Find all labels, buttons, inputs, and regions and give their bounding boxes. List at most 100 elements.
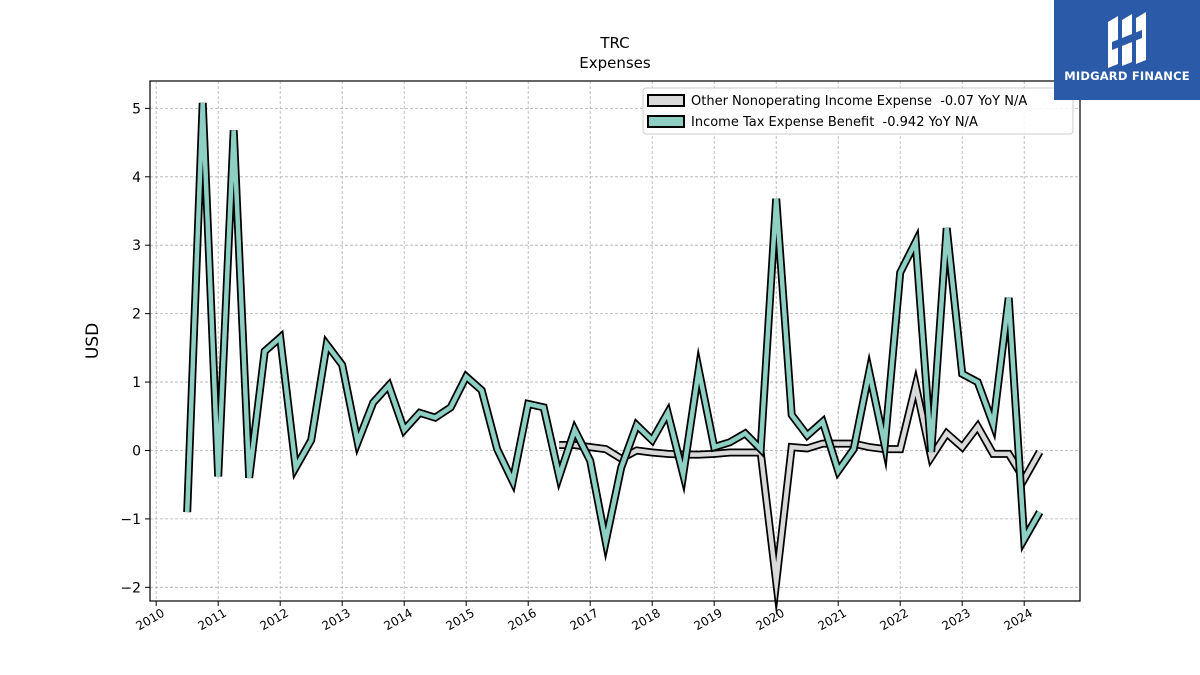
data-point xyxy=(574,429,575,430)
x-tick-label: 2023 xyxy=(939,606,972,633)
data-point xyxy=(946,228,947,229)
data-point xyxy=(977,426,978,427)
data-point xyxy=(466,376,467,377)
y-tick-label: 5 xyxy=(132,101,141,117)
data-point xyxy=(342,364,343,365)
data-point xyxy=(202,102,203,103)
x-tick-label: 2018 xyxy=(629,606,662,633)
data-point xyxy=(791,414,792,415)
data-point xyxy=(698,454,699,455)
data-point xyxy=(807,435,808,436)
x-tick-label: 2021 xyxy=(815,606,848,633)
x-tick-label: 2015 xyxy=(443,606,476,633)
legend: Other Nonoperating Income Expense -0.07 … xyxy=(642,87,1074,135)
data-point xyxy=(900,449,901,450)
data-point xyxy=(280,337,281,338)
data-point xyxy=(776,198,777,199)
data-point xyxy=(528,403,529,404)
data-point xyxy=(249,477,250,478)
x-tick-label: 2017 xyxy=(567,606,600,633)
y-axis-label: USD xyxy=(83,323,103,359)
legend-label-income-tax: Income Tax Expense Benefit -0.942 YoY N/… xyxy=(691,115,978,130)
data-point xyxy=(621,467,622,468)
data-point xyxy=(946,433,947,434)
x-axis: 2010 2011 2012 2013 2014 2015 2016 2017 2018 2019… xyxy=(133,601,1035,633)
series-1 xyxy=(183,102,1044,562)
data-point xyxy=(187,512,188,513)
x-tick-label: 2020 xyxy=(753,606,786,633)
x-tick-label: 2016 xyxy=(505,606,538,633)
x-tick-label: 2024 xyxy=(1001,606,1034,633)
data-point xyxy=(543,407,544,408)
data-point xyxy=(915,241,916,242)
data-point xyxy=(729,452,730,453)
chart-title: TRC xyxy=(599,34,629,52)
grid xyxy=(150,81,1080,601)
data-point xyxy=(869,371,870,372)
data-point xyxy=(838,443,839,444)
data-point xyxy=(559,445,560,446)
y-tick-label: −1 xyxy=(120,512,141,528)
y-tick-label: −2 xyxy=(120,580,141,596)
data-point xyxy=(822,421,823,422)
y-tick-label: 2 xyxy=(132,307,141,323)
data-point xyxy=(791,447,792,448)
data-point xyxy=(218,476,219,477)
y-tick-label: 0 xyxy=(132,443,141,459)
data-point xyxy=(977,382,978,383)
series-layer xyxy=(183,102,1044,617)
data-point xyxy=(822,443,823,444)
legend-label-other-nonoperating: Other Nonoperating Income Expense -0.07 … xyxy=(691,94,1027,109)
data-point xyxy=(435,417,436,418)
data-point xyxy=(326,344,327,345)
data-point xyxy=(311,440,312,441)
data-point xyxy=(714,453,715,454)
data-point xyxy=(931,457,932,458)
legend-swatch-income-tax xyxy=(647,115,685,128)
y-tick-label: 1 xyxy=(132,375,141,391)
x-tick-label: 2013 xyxy=(319,606,352,633)
data-point xyxy=(745,433,746,434)
series-0 xyxy=(559,367,1044,617)
data-point xyxy=(1039,512,1040,513)
legend-swatch-other-nonoperating xyxy=(647,94,685,107)
data-point xyxy=(729,442,730,443)
x-tick-label: 2012 xyxy=(257,606,290,633)
midgard-logo-icon xyxy=(1108,12,1146,68)
data-point xyxy=(900,272,901,273)
series-line xyxy=(184,102,1042,553)
series-line-outline xyxy=(559,367,1044,617)
data-point xyxy=(373,402,374,403)
data-point xyxy=(760,449,761,450)
data-point xyxy=(295,467,296,468)
data-point xyxy=(481,390,482,391)
data-point xyxy=(667,453,668,454)
data-point xyxy=(357,442,358,443)
legend-box xyxy=(642,87,1074,135)
data-point xyxy=(605,541,606,542)
data-point xyxy=(1008,297,1009,298)
data-point xyxy=(1024,539,1025,540)
data-point xyxy=(590,460,591,461)
data-point xyxy=(915,385,916,386)
y-tick-label: 3 xyxy=(132,238,141,254)
y-tick-label: 4 xyxy=(132,170,141,186)
data-point xyxy=(698,369,699,370)
data-point xyxy=(497,449,498,450)
data-point xyxy=(450,407,451,408)
data-point xyxy=(590,447,591,448)
data-point xyxy=(605,449,606,450)
data-point xyxy=(404,429,405,430)
data-point xyxy=(745,452,746,453)
data-point xyxy=(931,451,932,452)
x-tick-label: 2022 xyxy=(877,606,910,633)
x-tick-label: 2010 xyxy=(133,606,166,633)
data-point xyxy=(1008,453,1009,454)
data-point xyxy=(512,481,513,482)
midgard-finance-logo: MIDGARD FINANCE xyxy=(1054,0,1200,100)
data-point xyxy=(853,449,854,450)
data-point xyxy=(636,450,637,451)
data-point xyxy=(388,385,389,386)
data-point xyxy=(884,445,885,446)
